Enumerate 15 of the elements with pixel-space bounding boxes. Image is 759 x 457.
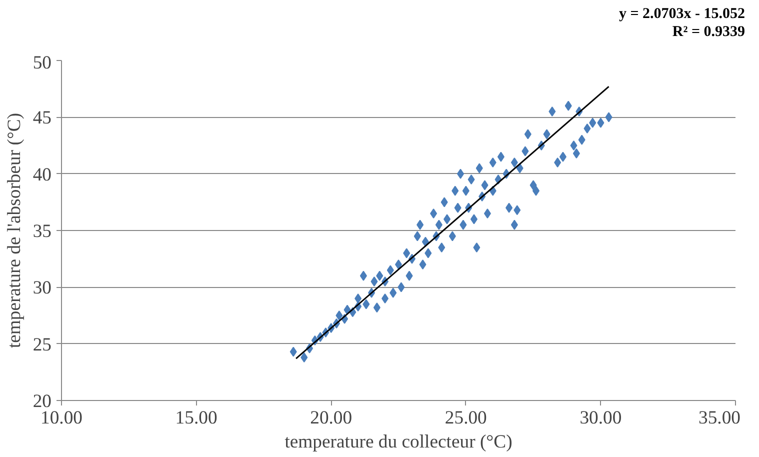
text: R² = 0.9339 <box>672 24 745 40</box>
x-tick-label: 30.00 <box>580 408 622 428</box>
y-axis-title: temperature de l'absorbeur (°C) <box>4 112 25 348</box>
x-axis-title: temperature du collecteur (°C) <box>284 432 512 452</box>
y-tick-label: 30 <box>32 278 52 299</box>
x-tick-label: 15.00 <box>175 408 218 428</box>
x-tick-label: 25.00 <box>444 408 487 428</box>
y-tick-label: 40 <box>32 164 52 186</box>
text: y = 2.0703x - 15.052 <box>618 6 745 22</box>
y-tick-label: 45 <box>32 108 52 129</box>
x-tick-label: 20.00 <box>310 408 352 428</box>
x-tick-label: 35.00 <box>698 408 741 428</box>
y-tick-label: 35 <box>32 221 52 242</box>
y-tick-label: 50 <box>32 52 52 74</box>
y-tick-label: 25 <box>32 334 52 356</box>
